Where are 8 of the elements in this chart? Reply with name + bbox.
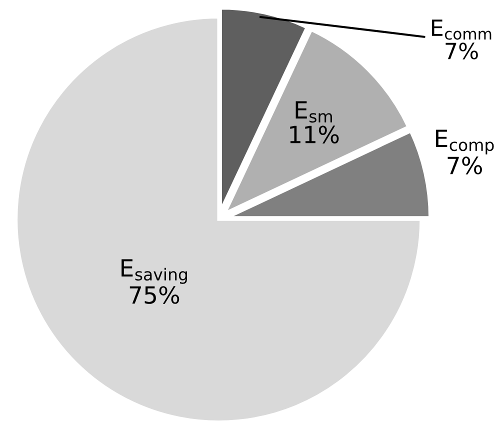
slice-label: E$_{comp}$: [436, 130, 494, 154]
slice-label: E$_{saving}$: [122, 259, 187, 284]
slice-label: E$_{sm}$: [296, 101, 332, 123]
data-label: 75%: [130, 286, 180, 304]
data-label: 11%: [290, 126, 339, 144]
data-label: 7%: [446, 42, 478, 60]
data-label: 7%: [448, 156, 482, 174]
slice-label: E$_{comm}$: [432, 20, 492, 40]
